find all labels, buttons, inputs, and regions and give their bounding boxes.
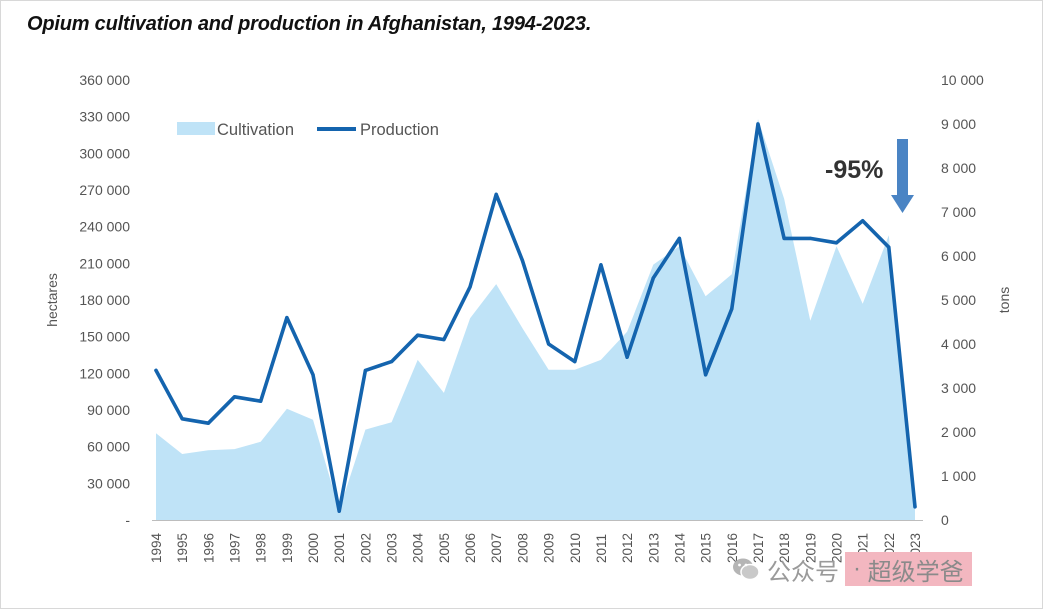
legend-label-cultivation: Cultivation — [217, 121, 294, 139]
y-right-tick-label: 3 000 — [941, 380, 976, 396]
production-point — [285, 316, 289, 320]
x-tick-label: 2016 — [725, 533, 740, 563]
x-tick-label: 1999 — [280, 533, 295, 563]
x-tick-label: 2009 — [542, 533, 557, 563]
production-point — [782, 236, 786, 240]
x-tick-label: 2003 — [385, 533, 400, 563]
production-point — [861, 219, 865, 223]
y-right-tick-label: 4 000 — [941, 336, 976, 352]
production-point — [887, 245, 891, 249]
legend-label-production: Production — [360, 121, 439, 139]
x-tick-label: 2006 — [463, 533, 478, 563]
x-tick-label: 1998 — [254, 533, 269, 563]
x-tick-label: 1995 — [175, 533, 190, 563]
x-tick-label: 2011 — [594, 534, 609, 563]
production-point — [442, 338, 446, 342]
production-point — [311, 373, 315, 377]
annotation-label: -95% — [825, 156, 883, 184]
y-left-tick-label: 240 000 — [79, 219, 130, 235]
x-tick-label: 2008 — [515, 533, 530, 563]
production-point — [808, 236, 812, 240]
y-right-tick-label: 2 000 — [941, 424, 976, 440]
x-tick-label: 2013 — [646, 533, 661, 563]
y-right-tick-label: 7 000 — [941, 204, 976, 220]
production-point — [913, 505, 917, 509]
x-tick-label: 2000 — [306, 533, 321, 563]
watermark-badge: · 超级学爸 — [845, 552, 972, 586]
y-right-tick-label: 10 000 — [941, 72, 984, 88]
y-left-tick-label: 180 000 — [79, 292, 130, 308]
production-point — [180, 417, 184, 421]
watermark-separator: · — [853, 555, 861, 582]
y-right-axis-title: tons — [996, 287, 1012, 313]
x-tick-label: 1994 — [149, 532, 164, 563]
y-right-tick-label: 5 000 — [941, 292, 976, 308]
y-left-tick-label: 90 000 — [87, 402, 130, 418]
y-left-tick-label: 330 000 — [79, 109, 130, 125]
x-tick-label: 2007 — [489, 533, 504, 563]
y-left-tick-label: 300 000 — [79, 145, 130, 161]
production-point — [416, 333, 420, 337]
y-left-tick-label: 30 000 — [87, 475, 130, 491]
production-point — [625, 355, 629, 359]
x-tick-label: 2001 — [332, 533, 347, 563]
x-tick-label: 1997 — [228, 533, 243, 563]
x-tick-label: 1996 — [201, 533, 216, 563]
chart-title: Opium cultivation and production in Afgh… — [27, 13, 592, 35]
x-tick-label: 2010 — [568, 533, 583, 563]
y-left-tick-label: 210 000 — [79, 255, 130, 271]
production-point — [389, 360, 394, 364]
y-right-tick-label: 9 000 — [941, 116, 976, 132]
x-tick-label: 2012 — [620, 533, 635, 563]
production-point — [520, 258, 525, 262]
production-point — [599, 263, 603, 267]
y-right-tick-label: 1 000 — [941, 468, 976, 484]
production-point — [337, 509, 341, 513]
y-right-tick-label: 6 000 — [941, 248, 976, 264]
x-tick-label: 2004 — [411, 532, 426, 563]
wechat-icon — [733, 558, 760, 581]
production-point — [206, 421, 210, 425]
y-left-tick-label: 270 000 — [79, 182, 130, 198]
y-left-tick-label: - — [125, 512, 130, 528]
watermark-label: 公众号 — [767, 558, 839, 586]
y-left-tick-label: 150 000 — [79, 329, 130, 345]
x-tick-label: 2020 — [830, 533, 845, 563]
production-point — [494, 192, 498, 196]
production-point — [546, 342, 551, 346]
production-point — [834, 241, 839, 245]
x-tick-label: 2014 — [672, 532, 687, 563]
production-point — [704, 373, 708, 377]
y-left-tick-label: 360 000 — [79, 72, 130, 88]
production-point — [154, 368, 158, 372]
y-left-axis-title: hectares — [44, 273, 60, 327]
production-point — [651, 276, 655, 280]
cultivation-area — [156, 119, 915, 520]
production-line — [154, 122, 917, 514]
x-tick-label: 2017 — [751, 533, 766, 563]
production-point — [677, 236, 682, 240]
down-arrow-icon — [891, 139, 914, 213]
x-tick-label: 2005 — [437, 533, 452, 563]
production-point — [573, 360, 577, 364]
x-tick-label: 2002 — [358, 533, 373, 563]
watermark-name: 超级学爸 — [867, 558, 964, 586]
y-left-tick-label: 120 000 — [79, 365, 130, 381]
production-point — [468, 285, 472, 289]
production-point — [756, 122, 760, 126]
y-left-tick-label: 60 000 — [87, 439, 130, 455]
production-point — [730, 307, 734, 311]
x-tick-label: 2018 — [777, 533, 792, 563]
production-point — [232, 395, 237, 399]
production-point — [259, 399, 263, 403]
y-right-tick-label: 8 000 — [941, 160, 976, 176]
production-point — [363, 368, 367, 372]
y-right-tick-label: 0 — [941, 512, 949, 528]
legend-swatch-cultivation — [177, 122, 215, 135]
x-tick-label: 2015 — [699, 533, 714, 563]
watermark: 公众号 · 超级学爸 — [731, 549, 972, 589]
x-tick-label: 2019 — [803, 533, 818, 563]
